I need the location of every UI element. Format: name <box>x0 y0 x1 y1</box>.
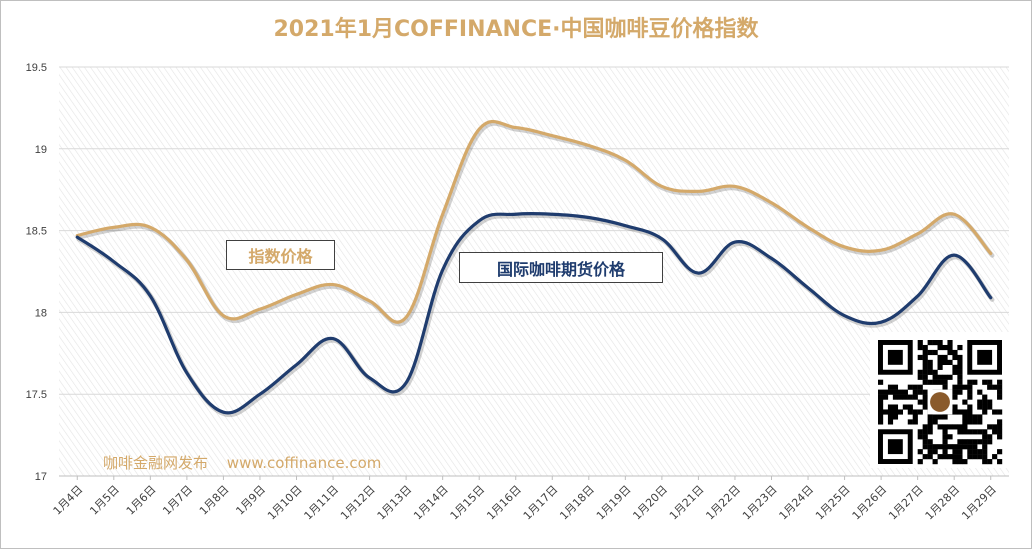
x-tick-label: 1月11日 <box>302 483 342 523</box>
x-tick-label: 1月22日 <box>703 483 743 523</box>
x-tick-label: 1月6日 <box>124 483 159 518</box>
y-tick-label: 18 <box>35 307 47 319</box>
x-tick-label: 1月25日 <box>813 483 853 523</box>
y-tick-label: 17.5 <box>26 389 47 401</box>
x-tick-label: 1月27日 <box>886 483 926 523</box>
series-line-index-price <box>75 119 993 324</box>
x-tick-label: 1月24日 <box>777 483 817 523</box>
y-tick-label: 19 <box>35 144 47 156</box>
y-tick-label: 18.5 <box>26 226 47 238</box>
series-line-intl-futures <box>75 211 993 415</box>
x-tick-label: 1月19日 <box>594 483 634 523</box>
chart-title: 2021年1月COFFINANCE·中国咖啡豆价格指数 <box>273 17 759 42</box>
x-tick-label: 1月16日 <box>484 483 524 523</box>
series-label-intl-futures: 国际咖啡期货价格 <box>459 252 663 283</box>
watermark: 咖啡金融网发布 www.coffinance.com <box>103 452 381 473</box>
x-tick-label: 1月5日 <box>87 483 122 518</box>
x-tick-label: 1月28日 <box>923 483 963 523</box>
x-tick-label: 1月4日 <box>51 483 86 518</box>
x-tick-label: 1月9日 <box>233 483 268 518</box>
qr-code-icon <box>870 332 1010 468</box>
x-tick-label: 1月26日 <box>850 483 890 523</box>
x-tick-label: 1月20日 <box>630 483 670 523</box>
series-label-index-price: 指数价格 <box>226 240 335 270</box>
x-tick-label: 1月18日 <box>557 483 597 523</box>
x-tick-label: 1月17日 <box>521 483 561 523</box>
x-tick-label: 1月8日 <box>197 483 232 518</box>
x-tick-label: 1月23日 <box>740 483 780 523</box>
x-tick-label: 1月7日 <box>160 483 195 518</box>
watermark-url: www.coffinance.com <box>226 454 382 472</box>
y-tick-label: 19.5 <box>26 62 47 74</box>
x-tick-label: 1月12日 <box>338 483 378 523</box>
watermark-publisher: 咖啡金融网发布 <box>103 454 209 472</box>
x-tick-label: 1月14日 <box>411 483 451 523</box>
x-tick-label: 1月15日 <box>448 483 488 523</box>
x-tick-label: 1月10日 <box>265 483 305 523</box>
y-tick-label: 17 <box>35 471 47 483</box>
x-tick-label: 1月29日 <box>959 483 999 523</box>
x-tick-label: 1月13日 <box>375 483 415 523</box>
x-tick-label: 1月21日 <box>667 483 707 523</box>
